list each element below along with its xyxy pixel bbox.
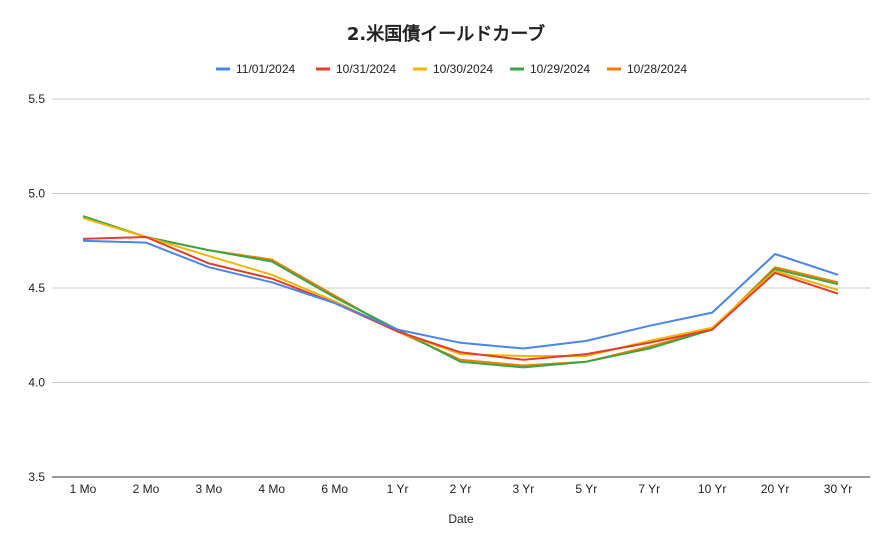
- legend-label: 10/30/2024: [433, 62, 493, 76]
- x-tick-label: 7 Yr: [638, 482, 660, 496]
- x-tick-label: 3 Yr: [513, 482, 535, 496]
- series-line: [82, 236, 839, 361]
- series-line: [82, 239, 839, 350]
- series-lines: [82, 215, 839, 369]
- x-tick-label: 6 Mo: [321, 482, 348, 496]
- legend-label: 11/01/2024: [236, 62, 295, 76]
- y-tick-label: 5.5: [28, 92, 45, 106]
- series-line: [82, 217, 839, 357]
- legend-label: 10/28/2024: [627, 62, 687, 76]
- legend-label: 10/31/2024: [336, 62, 396, 76]
- x-tick-label: 30 Yr: [824, 482, 852, 496]
- legend-label: 10/29/2024: [530, 62, 590, 76]
- x-tick-label: 5 Yr: [575, 482, 597, 496]
- y-tick-label: 4.0: [28, 376, 45, 390]
- x-tick-label: 2 Mo: [133, 482, 160, 496]
- x-tick-label: 20 Yr: [761, 482, 789, 496]
- legend: 11/01/2024 10/31/2024 10/30/2024 10/29/2024…: [216, 62, 687, 76]
- gridlines: [52, 98, 870, 478]
- y-tick-label: 5.0: [28, 187, 45, 201]
- x-axis-ticks: 1 Mo 2 Mo 3 Mo 4 Mo 6 Mo 1 Yr 2 Yr 3 Yr 5 Yr 7 Yr…: [70, 482, 853, 496]
- y-axis-ticks: 5.5 5.0 4.5 4.0 3.5: [28, 92, 45, 484]
- y-tick-label: 3.5: [28, 470, 45, 484]
- chart-title: 2.米国債イールドカーブ: [347, 23, 545, 45]
- x-axis-label: Date: [448, 512, 474, 526]
- y-tick-label: 4.5: [28, 281, 45, 295]
- x-tick-label: 10 Yr: [698, 482, 726, 496]
- x-tick-label: 1 Yr: [387, 482, 409, 496]
- x-tick-label: 2 Yr: [450, 482, 472, 496]
- x-tick-label: 3 Mo: [195, 482, 222, 496]
- x-tick-label: 1 Mo: [70, 482, 97, 496]
- x-tick-label: 4 Mo: [258, 482, 285, 496]
